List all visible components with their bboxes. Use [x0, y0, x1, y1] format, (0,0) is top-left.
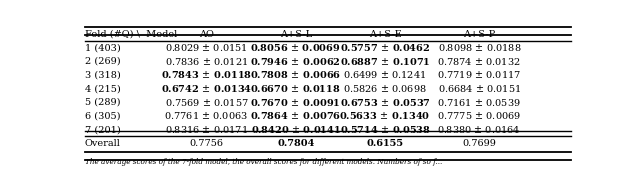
Text: 0.6753 $\pm$ 0.0537: 0.6753 $\pm$ 0.0537	[340, 97, 431, 108]
Text: 0.8420 $\pm$ 0.0141: 0.8420 $\pm$ 0.0141	[251, 124, 341, 135]
Text: 0.7761 $\pm$ 0.0063: 0.7761 $\pm$ 0.0063	[164, 110, 248, 121]
Text: 3 (318): 3 (318)	[85, 70, 121, 79]
Text: 0.7719 $\pm$ 0.0117: 0.7719 $\pm$ 0.0117	[437, 70, 522, 81]
Text: A+S-E: A+S-E	[369, 29, 401, 39]
Text: 0.7804: 0.7804	[277, 139, 314, 148]
Text: A+S-P: A+S-P	[463, 29, 495, 39]
Text: 0.6670 $\pm$ 0.0118: 0.6670 $\pm$ 0.0118	[250, 83, 341, 94]
Text: 4 (215): 4 (215)	[85, 84, 121, 93]
Text: 0.6887 $\pm$ 0.1071: 0.6887 $\pm$ 0.1071	[340, 56, 430, 67]
Text: 7 (201): 7 (201)	[85, 125, 121, 134]
Text: 0.7946 $\pm$ 0.0062: 0.7946 $\pm$ 0.0062	[250, 56, 341, 67]
Text: AO: AO	[199, 29, 214, 39]
Text: 1 (403): 1 (403)	[85, 43, 121, 52]
Text: 0.7775 $\pm$ 0.0069: 0.7775 $\pm$ 0.0069	[437, 110, 522, 121]
Text: 0.5826 $\pm$ 0.0698: 0.5826 $\pm$ 0.0698	[343, 83, 427, 94]
Text: 0.5757 $\pm$ 0.0462: 0.5757 $\pm$ 0.0462	[340, 42, 430, 53]
Text: 5 (289): 5 (289)	[85, 98, 120, 107]
Text: Fold (#Q) \  Model: Fold (#Q) \ Model	[85, 29, 177, 39]
Text: A+S-L: A+S-L	[280, 29, 312, 39]
Text: 0.6742 $\pm$ 0.0134: 0.6742 $\pm$ 0.0134	[161, 83, 252, 94]
Text: 0.7808 $\pm$ 0.0066: 0.7808 $\pm$ 0.0066	[250, 70, 341, 81]
Text: 0.6155: 0.6155	[367, 139, 404, 148]
Text: 0.5633 $\pm$ 0.1340: 0.5633 $\pm$ 0.1340	[339, 110, 431, 121]
Text: 0.8316 $\pm$ 0.0171: 0.8316 $\pm$ 0.0171	[165, 124, 248, 135]
Text: 0.8056 $\pm$ 0.0069: 0.8056 $\pm$ 0.0069	[250, 42, 341, 53]
Text: 0.7864 $\pm$ 0.0076: 0.7864 $\pm$ 0.0076	[250, 110, 341, 121]
Text: 0.7836 $\pm$ 0.0121: 0.7836 $\pm$ 0.0121	[165, 56, 248, 67]
Text: 0.8029 $\pm$ 0.0151: 0.8029 $\pm$ 0.0151	[165, 42, 248, 53]
Text: Overall: Overall	[85, 139, 121, 148]
Text: 0.8380 $\pm$ 0.0164: 0.8380 $\pm$ 0.0164	[438, 124, 521, 135]
Text: 0.7569 $\pm$ 0.0157: 0.7569 $\pm$ 0.0157	[164, 97, 248, 108]
Text: 0.8098 $\pm$ 0.0188: 0.8098 $\pm$ 0.0188	[438, 42, 521, 53]
Text: 0.7161 $\pm$ 0.0539: 0.7161 $\pm$ 0.0539	[437, 97, 521, 108]
Text: 0.7874 $\pm$ 0.0132: 0.7874 $\pm$ 0.0132	[438, 56, 521, 67]
Text: 0.7843 $\pm$ 0.0118: 0.7843 $\pm$ 0.0118	[161, 70, 252, 81]
Text: 0.5714 $\pm$ 0.0538: 0.5714 $\pm$ 0.0538	[340, 124, 431, 135]
Text: 0.7670 $\pm$ 0.0091: 0.7670 $\pm$ 0.0091	[250, 97, 341, 108]
Text: The average scores of the 7-fold model, the overall scores for different models.: The average scores of the 7-fold model, …	[85, 158, 442, 166]
Text: 0.7756: 0.7756	[189, 139, 223, 148]
Text: 0.7699: 0.7699	[462, 139, 496, 148]
Text: 6 (305): 6 (305)	[85, 112, 120, 120]
Text: 0.6499 $\pm$ 0.1241: 0.6499 $\pm$ 0.1241	[344, 70, 427, 81]
Text: 0.6684 $\pm$ 0.0151: 0.6684 $\pm$ 0.0151	[438, 83, 521, 94]
Text: 2 (269): 2 (269)	[85, 57, 120, 66]
